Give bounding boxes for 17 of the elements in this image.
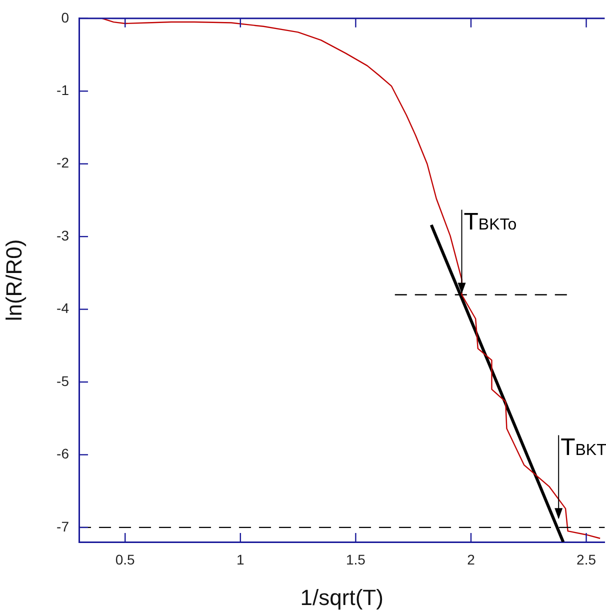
y-tick-label: -7	[56, 518, 70, 534]
y-tick-label: -3	[56, 227, 70, 244]
x-tick-label: 1	[236, 551, 245, 568]
annotation: TBKT	[560, 434, 606, 462]
x-tick-label: 1.5	[346, 551, 366, 568]
x-tick-label: 0.5	[115, 551, 136, 568]
y-tick-label: -4	[56, 300, 70, 316]
y-axis-title: ln(R/R0)	[1, 239, 26, 322]
y-tick-label: 0	[61, 9, 70, 26]
y-tick-label: -5	[56, 372, 70, 389]
x-tick-label: 2.5	[576, 551, 596, 568]
x-axis-title: 1/sqrt(T)	[300, 584, 384, 610]
y-tick-label: -6	[56, 446, 70, 462]
y-tick-label: -1	[56, 82, 70, 98]
x-tick-label: 2	[467, 551, 476, 568]
y-tick-label: -2	[56, 154, 70, 171]
annotation: TBKTo	[464, 208, 517, 236]
